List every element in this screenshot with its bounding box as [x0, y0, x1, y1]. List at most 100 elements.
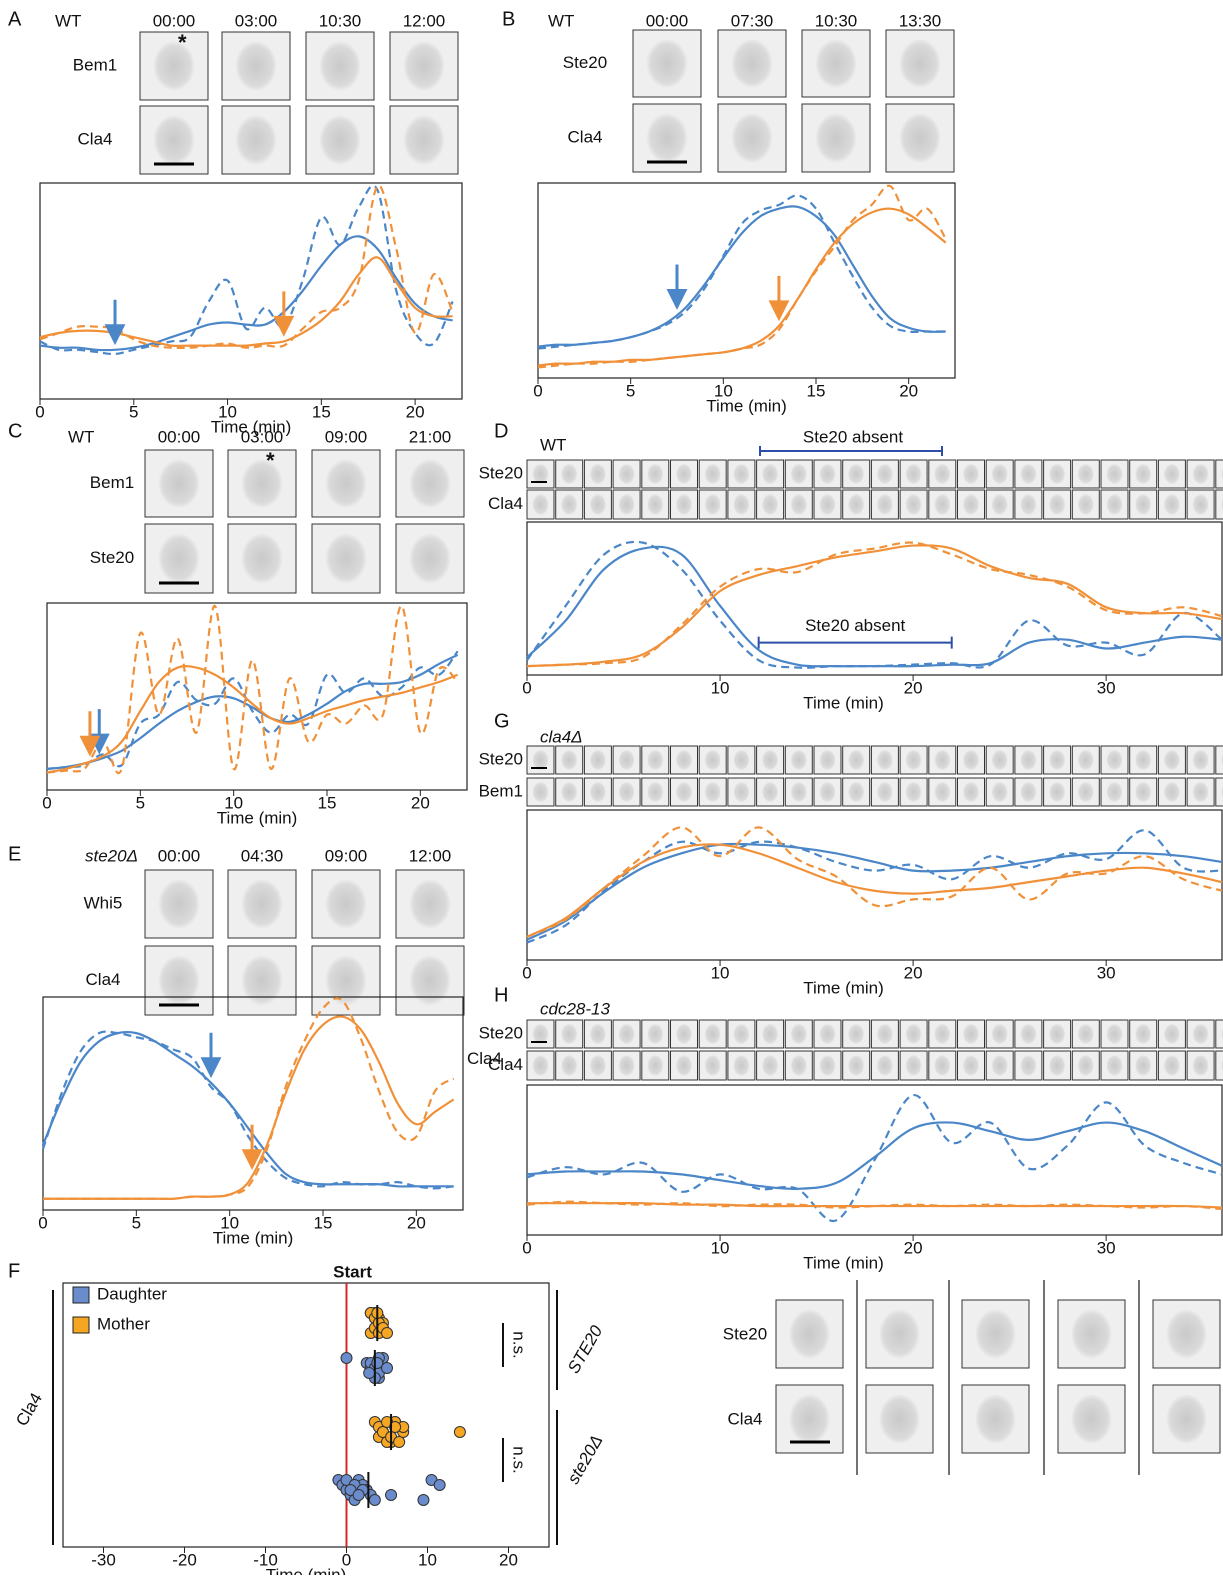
- cell: [819, 749, 836, 771]
- cell: [731, 113, 773, 163]
- smoothed-trace: [526, 843, 1223, 938]
- x-tick-label: 30: [1097, 1238, 1116, 1257]
- panel-letter: G: [494, 710, 510, 732]
- x-tick-label: 10: [711, 1238, 730, 1257]
- plot-frame: [42, 996, 464, 1211]
- x-tick-label: 0: [35, 402, 44, 421]
- x-tick-label: 5: [132, 1213, 141, 1232]
- cell: [876, 781, 894, 803]
- x-tick-label: 30: [1097, 678, 1116, 697]
- x-tick-label: 20: [899, 381, 918, 400]
- channel-label: Bem1: [479, 781, 523, 800]
- cell: [975, 1394, 1016, 1444]
- frame-time: 00:00: [158, 846, 201, 865]
- arrow: [666, 264, 688, 310]
- smoothed-trace: [537, 207, 947, 367]
- legend-label: Daughter: [97, 1284, 167, 1303]
- strain-label: WT: [55, 11, 81, 30]
- cell: [561, 1055, 578, 1076]
- start-label: Start: [333, 1262, 372, 1281]
- channel-label: Ste20: [563, 53, 607, 72]
- x-tick-label: 15: [312, 402, 331, 421]
- cell: [675, 494, 693, 515]
- raw-trace: [526, 540, 1223, 669]
- raw-trace: [526, 829, 1223, 944]
- x-tick-label: 10: [714, 381, 733, 400]
- cell: [848, 749, 865, 771]
- cell: [790, 781, 807, 803]
- cell: [1106, 1055, 1123, 1076]
- cell: [561, 781, 578, 803]
- x-tick-label: 20: [904, 963, 923, 982]
- cell: [934, 463, 951, 485]
- cell: [1020, 781, 1037, 803]
- cell: [409, 459, 451, 508]
- cell: [1106, 1023, 1123, 1045]
- legend-swatch: [72, 1316, 90, 1334]
- plot-frame: [526, 809, 1223, 961]
- cell: [1106, 463, 1123, 485]
- cell: [319, 115, 361, 165]
- cell: [1135, 781, 1152, 803]
- arrow: [241, 1124, 263, 1171]
- cell: [819, 1023, 836, 1045]
- cell: [905, 1055, 922, 1076]
- strain-label: WT: [68, 427, 94, 446]
- channel-label: Ste20: [723, 1324, 767, 1343]
- cell: [1192, 1023, 1209, 1045]
- legend-label: Mother: [97, 1314, 150, 1333]
- plot-frame: [526, 521, 1223, 676]
- cell: [325, 533, 367, 584]
- cell: [403, 41, 445, 91]
- cell: [1163, 494, 1180, 515]
- cell: [934, 1055, 951, 1076]
- cell: [1166, 1309, 1207, 1359]
- plot-frame: [526, 1084, 1223, 1236]
- x-tick-label: 0: [522, 1238, 531, 1257]
- cell: [1077, 1023, 1094, 1045]
- smoothed-trace: [526, 842, 1223, 941]
- channel-label: Cla4: [488, 1055, 523, 1074]
- cell: [647, 749, 664, 771]
- raw-trace: [526, 1094, 1223, 1222]
- cell: [1049, 463, 1066, 485]
- x-tick-label: 0: [522, 963, 531, 982]
- arrow: [768, 275, 790, 322]
- x-tick-label: 20: [904, 678, 923, 697]
- cell: [409, 533, 451, 584]
- cell: [319, 41, 361, 91]
- arrow: [104, 299, 126, 346]
- cell: [1049, 749, 1066, 771]
- cell: [1163, 463, 1180, 485]
- strip-frame: [1215, 489, 1223, 520]
- x-tick-label: -30: [91, 1550, 116, 1569]
- data-point: [393, 1436, 406, 1448]
- cell: [647, 1023, 664, 1045]
- channel-label: Bem1: [73, 55, 117, 74]
- strip-frame: [1215, 1019, 1223, 1049]
- cell: [241, 533, 283, 584]
- smoothed-trace: [42, 1015, 455, 1200]
- panel-letter: H: [494, 984, 508, 1006]
- strip-frame: [1215, 459, 1223, 489]
- span-bracket: [757, 636, 953, 649]
- data-point: [363, 1367, 376, 1379]
- x-tick-label: 5: [129, 402, 138, 421]
- cell: [561, 749, 578, 771]
- cell: [848, 1023, 865, 1045]
- x-tick-label: 15: [807, 381, 826, 400]
- x-tick-label: 20: [904, 1238, 923, 1257]
- cell: [158, 459, 200, 508]
- cell: [704, 494, 721, 515]
- sig-label: n.s.: [510, 1446, 529, 1473]
- frame-time: 00:00: [153, 11, 196, 30]
- x-tick-label: 20: [411, 793, 430, 812]
- cell: [589, 781, 607, 803]
- smoothed-trace: [46, 665, 459, 774]
- cell: [158, 879, 200, 929]
- x-tick-label: 10: [220, 1213, 239, 1232]
- raw-trace: [39, 184, 454, 356]
- cell: [1077, 463, 1094, 485]
- cell: [731, 39, 773, 88]
- frame-time: 12:00: [409, 846, 452, 865]
